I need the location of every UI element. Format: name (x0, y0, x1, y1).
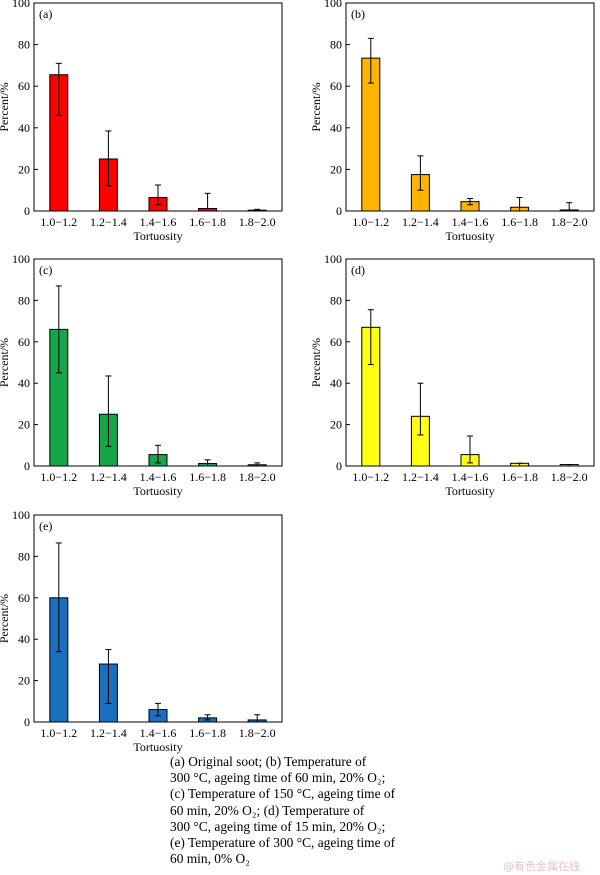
watermark: @有色金属在线 (503, 860, 580, 873)
x-tick-label: 1.2−1.4 (90, 215, 127, 229)
y-tick-label: 60 (18, 591, 30, 605)
x-tick-label: 1.2−1.4 (90, 470, 127, 484)
caption-line: 60 min, 20% O₂; (d) Temperature of (170, 802, 365, 818)
y-tick-label: 20 (18, 674, 30, 688)
x-tick-label: 1.2−1.4 (402, 470, 439, 484)
y-axis-label: Percent/% (309, 338, 323, 387)
x-tick-label: 1.0−1.2 (40, 215, 77, 229)
x-tick-label: 1.0−1.2 (40, 470, 77, 484)
x-tick-label: 1.4−1.6 (140, 470, 177, 484)
chart-panel: 0 20 40 60 80 100 Percent/% (b) 1.0−1.2 1.2−1.4 1.… (309, 0, 595, 243)
y-tick-label: 80 (18, 549, 30, 563)
x-tick-label: 1.2−1.4 (90, 726, 127, 740)
x-tick-label: 1.4−1.6 (452, 215, 489, 229)
plot-frame (33, 258, 283, 467)
caption-line: (c) Temperature of 150 °C, ageing time o… (170, 786, 396, 802)
panel-label: (a) (39, 7, 52, 21)
y-tick-label: 20 (18, 162, 30, 176)
y-tick-label: 40 (18, 376, 30, 390)
y-tick-label: 20 (330, 162, 342, 176)
y-tick-label: 20 (330, 418, 342, 432)
y-axis-label: Percent/% (0, 594, 11, 643)
y-tick-label: 40 (18, 632, 30, 646)
x-tick-label: 1.0−1.2 (40, 726, 77, 740)
y-tick-label: 0 (24, 715, 30, 729)
y-tick-label: 40 (330, 121, 342, 135)
y-tick-label: 60 (18, 79, 30, 93)
y-tick-label: 40 (18, 121, 30, 135)
x-tick-label: 1.6−1.8 (189, 470, 226, 484)
x-tick-label: 1.8−2.0 (551, 215, 588, 229)
y-tick-label: 0 (24, 204, 30, 218)
y-tick-label: 40 (330, 376, 342, 390)
x-tick-label: 1.6−1.8 (189, 726, 226, 740)
plot-frame (33, 514, 283, 723)
y-tick-label: 60 (330, 335, 342, 349)
y-tick-label: 80 (18, 38, 30, 52)
panel-label: (d) (351, 263, 365, 277)
plot-frame (345, 258, 595, 467)
x-axis-label: Tortuosity (133, 229, 182, 243)
chart-panel: 0 20 40 60 80 100 Percent/% (a) 1.0−1.2 1.2−1.4 1.… (0, 0, 283, 243)
x-tick-label: 1.8−2.0 (239, 215, 276, 229)
y-tick-label: 0 (336, 459, 342, 473)
x-tick-label: 1.0−1.2 (352, 470, 389, 484)
x-tick-label: 1.8−2.0 (239, 470, 276, 484)
x-tick-label: 1.6−1.8 (189, 215, 226, 229)
x-tick-label: 1.0−1.2 (352, 215, 389, 229)
figure-caption: (a) Original soot; (b) Temperature of 30… (170, 754, 410, 867)
caption-line: 300 °C, ageing time of 15 min, 20% O₂; (170, 818, 386, 834)
y-tick-label: 20 (18, 418, 30, 432)
y-tick-label: 80 (330, 293, 342, 307)
y-axis-label: Percent/% (0, 82, 11, 131)
x-tick-label: 1.6−1.8 (501, 215, 538, 229)
y-tick-label: 100 (12, 508, 30, 522)
x-axis-label: Tortuosity (133, 740, 182, 754)
x-axis-label: Tortuosity (133, 484, 182, 498)
x-tick-label: 1.8−2.0 (239, 726, 276, 740)
chart-panel: 0 20 40 60 80 100 Percent/% (d) 1.0−1.2 1.2−1.4 1.… (309, 252, 595, 498)
chart-panel: 0 20 40 60 80 100 Percent/% (e) 1.0−1.2 1.2−1.4 1.… (0, 508, 283, 754)
y-tick-label: 0 (336, 204, 342, 218)
x-tick-label: 1.4−1.6 (140, 726, 177, 740)
plot-frame (33, 2, 283, 212)
caption-line: 300 °C, ageing time of 60 min, 20% O₂; (170, 770, 386, 786)
y-tick-label: 0 (24, 459, 30, 473)
y-tick-label: 100 (324, 0, 342, 10)
plot-frame (345, 2, 595, 212)
y-axis-label: Percent/% (309, 82, 323, 131)
x-tick-label: 1.6−1.8 (501, 470, 538, 484)
x-tick-label: 1.2−1.4 (402, 215, 439, 229)
caption-line: (a) Original soot; (b) Temperature of (170, 754, 367, 769)
panel-label: (e) (39, 519, 52, 533)
y-tick-label: 80 (18, 293, 30, 307)
y-tick-label: 60 (330, 79, 342, 93)
y-tick-label: 100 (12, 0, 30, 10)
caption-line: 60 min, 0% O₂ (170, 851, 250, 867)
x-axis-label: Tortuosity (445, 484, 494, 498)
x-tick-label: 1.4−1.6 (452, 470, 489, 484)
chart-panel: 0 20 40 60 80 100 Percent/% (c) 1.0−1.2 1.2−1.4 1.… (0, 252, 283, 498)
x-tick-label: 1.4−1.6 (140, 215, 177, 229)
y-axis-label: Percent/% (0, 338, 11, 387)
panel-label: (c) (39, 263, 52, 277)
x-axis-label: Tortuosity (445, 229, 494, 243)
y-tick-label: 60 (18, 335, 30, 349)
y-tick-label: 100 (324, 252, 342, 266)
x-tick-label: 1.8−2.0 (551, 470, 588, 484)
y-tick-label: 80 (330, 38, 342, 52)
y-tick-label: 100 (12, 252, 30, 266)
panel-label: (b) (351, 7, 365, 21)
caption-line: (e) Temperature of 300 °C, ageing time o… (170, 835, 396, 851)
